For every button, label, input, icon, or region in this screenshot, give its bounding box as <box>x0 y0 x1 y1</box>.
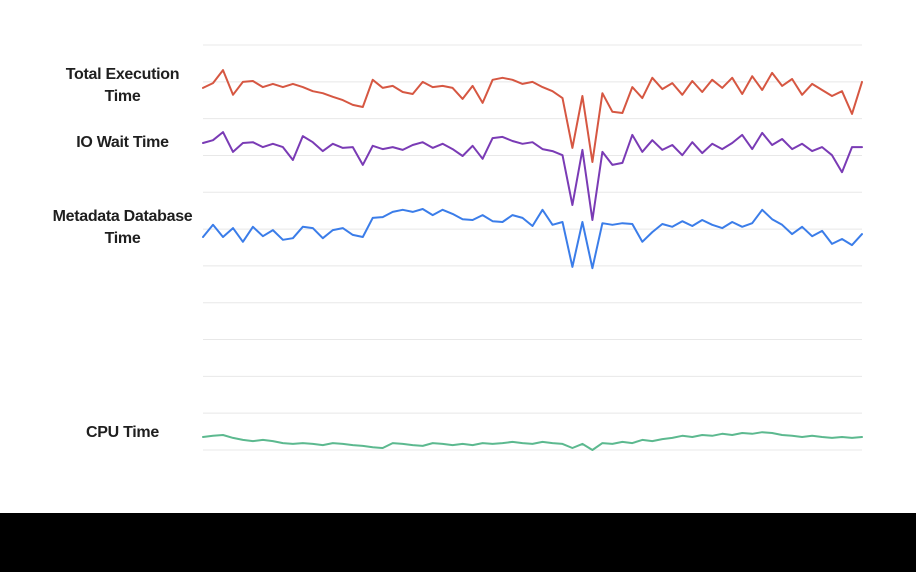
plot-area <box>202 44 863 451</box>
series-label-line: IO Wait Time <box>76 134 169 151</box>
series-label-metadata-database-time: Metadata Database Time <box>20 206 225 250</box>
timeseries-chart: Total Execution Time IO Wait Time Metada… <box>20 44 863 451</box>
series-label-io-wait-time: IO Wait Time <box>20 132 225 154</box>
series-label-total-execution-time: Total Execution Time <box>20 64 225 108</box>
series-line-metadata-database-time <box>202 208 863 270</box>
series-label-line: Time <box>104 88 141 105</box>
series-label-cpu-time: CPU Time <box>20 422 225 444</box>
series-line-io-wait-time <box>202 131 863 221</box>
series-label-line: Metadata Database <box>52 208 193 225</box>
series-line-cpu-time <box>202 431 863 451</box>
series-label-line: CPU Time <box>86 424 159 441</box>
series-label-line: Total Execution <box>65 66 180 83</box>
series-label-line: Time <box>104 230 141 247</box>
footer-bar <box>0 513 916 572</box>
series-line-total-execution-time <box>202 69 863 163</box>
